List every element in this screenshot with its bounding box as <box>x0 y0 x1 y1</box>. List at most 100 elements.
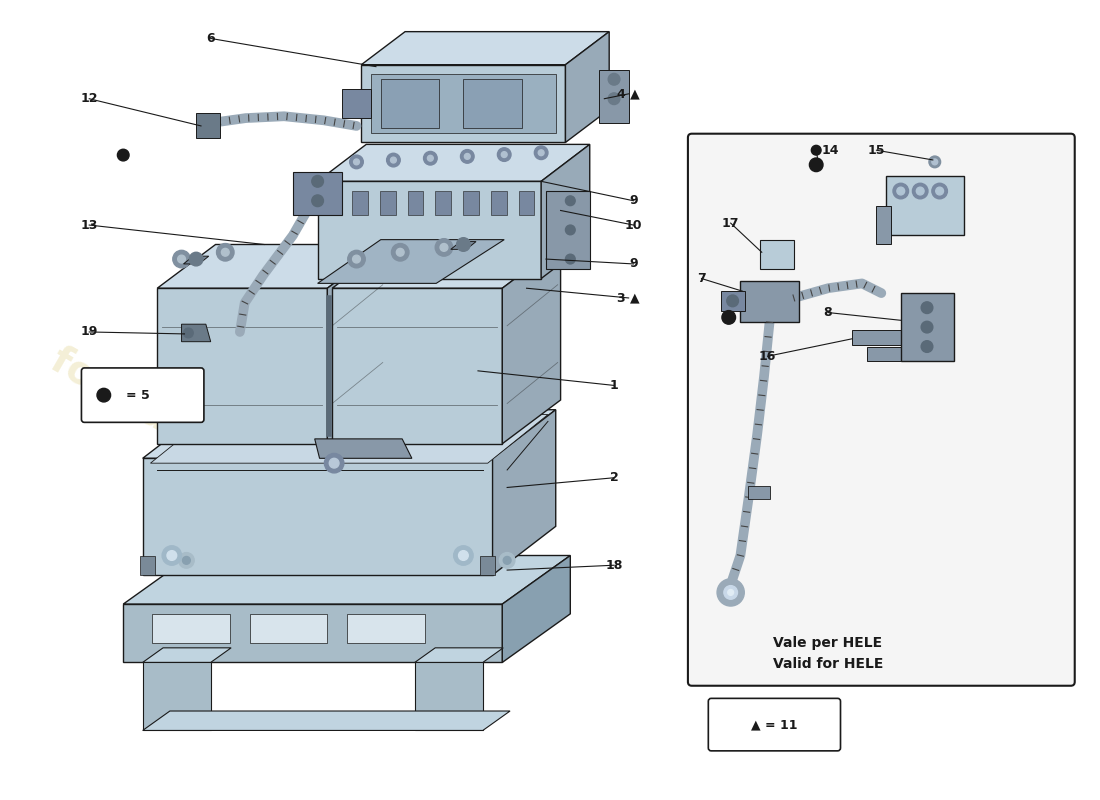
Circle shape <box>329 458 339 468</box>
Polygon shape <box>362 32 609 65</box>
Text: europarts
for parts since 1990: europarts for parts since 1990 <box>44 303 465 594</box>
Circle shape <box>459 550 469 560</box>
Circle shape <box>921 322 933 333</box>
Circle shape <box>724 586 737 599</box>
Polygon shape <box>740 282 799 322</box>
Circle shape <box>311 175 323 187</box>
Text: Valid for HELE: Valid for HELE <box>772 658 883 671</box>
Polygon shape <box>315 439 411 458</box>
Polygon shape <box>760 240 794 269</box>
Circle shape <box>178 255 186 263</box>
Polygon shape <box>362 65 565 142</box>
Circle shape <box>428 155 433 161</box>
Polygon shape <box>332 288 503 444</box>
Polygon shape <box>415 648 504 662</box>
Circle shape <box>538 150 544 156</box>
Circle shape <box>167 550 177 560</box>
Circle shape <box>217 243 234 261</box>
Circle shape <box>893 183 909 199</box>
Text: 16: 16 <box>759 350 777 362</box>
Polygon shape <box>318 182 541 278</box>
Polygon shape <box>346 614 425 643</box>
Circle shape <box>502 152 507 158</box>
Circle shape <box>936 187 944 195</box>
Polygon shape <box>491 191 507 215</box>
Text: 18: 18 <box>605 558 623 572</box>
Text: 17: 17 <box>722 217 739 230</box>
Circle shape <box>464 154 470 159</box>
Circle shape <box>608 74 620 85</box>
Circle shape <box>440 243 448 251</box>
Text: 15: 15 <box>868 144 886 157</box>
Polygon shape <box>352 191 367 215</box>
Polygon shape <box>503 245 561 444</box>
Text: 6: 6 <box>207 32 215 45</box>
Text: 19: 19 <box>80 326 98 338</box>
Circle shape <box>912 183 928 199</box>
Polygon shape <box>852 330 901 345</box>
Text: 13: 13 <box>80 218 98 231</box>
Circle shape <box>896 187 904 195</box>
Polygon shape <box>143 410 556 458</box>
Circle shape <box>535 146 548 159</box>
Polygon shape <box>318 144 590 182</box>
Polygon shape <box>153 614 230 643</box>
Circle shape <box>921 302 933 314</box>
Polygon shape <box>600 70 628 123</box>
Polygon shape <box>371 74 556 133</box>
Text: 14: 14 <box>822 144 839 157</box>
Circle shape <box>497 148 512 162</box>
Circle shape <box>350 155 363 169</box>
Circle shape <box>932 159 937 165</box>
Polygon shape <box>196 114 220 138</box>
Circle shape <box>396 248 404 256</box>
Text: 4 ▲: 4 ▲ <box>617 87 640 100</box>
Circle shape <box>392 243 409 261</box>
Polygon shape <box>140 555 155 575</box>
Polygon shape <box>151 414 548 463</box>
Polygon shape <box>157 288 328 444</box>
Circle shape <box>353 159 360 165</box>
Polygon shape <box>143 458 493 575</box>
Circle shape <box>921 341 933 352</box>
Polygon shape <box>250 614 328 643</box>
Text: 1: 1 <box>609 379 618 392</box>
Text: 9: 9 <box>629 258 638 270</box>
Polygon shape <box>381 79 439 128</box>
FancyBboxPatch shape <box>708 698 840 751</box>
Polygon shape <box>328 245 386 444</box>
Circle shape <box>184 328 194 338</box>
Circle shape <box>189 252 202 266</box>
Text: 3 ▲: 3 ▲ <box>617 291 640 305</box>
Polygon shape <box>436 191 451 215</box>
Circle shape <box>608 93 620 105</box>
Polygon shape <box>143 711 510 730</box>
Polygon shape <box>546 191 590 269</box>
Circle shape <box>353 255 361 263</box>
Polygon shape <box>294 172 342 215</box>
Polygon shape <box>324 191 340 215</box>
Circle shape <box>386 154 400 167</box>
Circle shape <box>436 238 453 256</box>
Circle shape <box>565 225 575 234</box>
Polygon shape <box>877 206 891 245</box>
Polygon shape <box>867 346 915 361</box>
Circle shape <box>348 250 365 268</box>
Text: 10: 10 <box>625 218 642 231</box>
Circle shape <box>311 195 323 206</box>
Circle shape <box>173 250 190 268</box>
Circle shape <box>118 150 129 161</box>
Polygon shape <box>480 555 495 575</box>
Polygon shape <box>342 89 371 118</box>
Polygon shape <box>901 293 954 361</box>
Circle shape <box>178 553 195 568</box>
Polygon shape <box>379 191 396 215</box>
Polygon shape <box>123 604 503 662</box>
Circle shape <box>221 248 229 256</box>
Polygon shape <box>565 32 609 142</box>
Polygon shape <box>720 291 746 310</box>
Text: 12: 12 <box>80 92 98 106</box>
Circle shape <box>183 557 190 564</box>
Circle shape <box>324 454 344 473</box>
Text: 9: 9 <box>629 194 638 207</box>
